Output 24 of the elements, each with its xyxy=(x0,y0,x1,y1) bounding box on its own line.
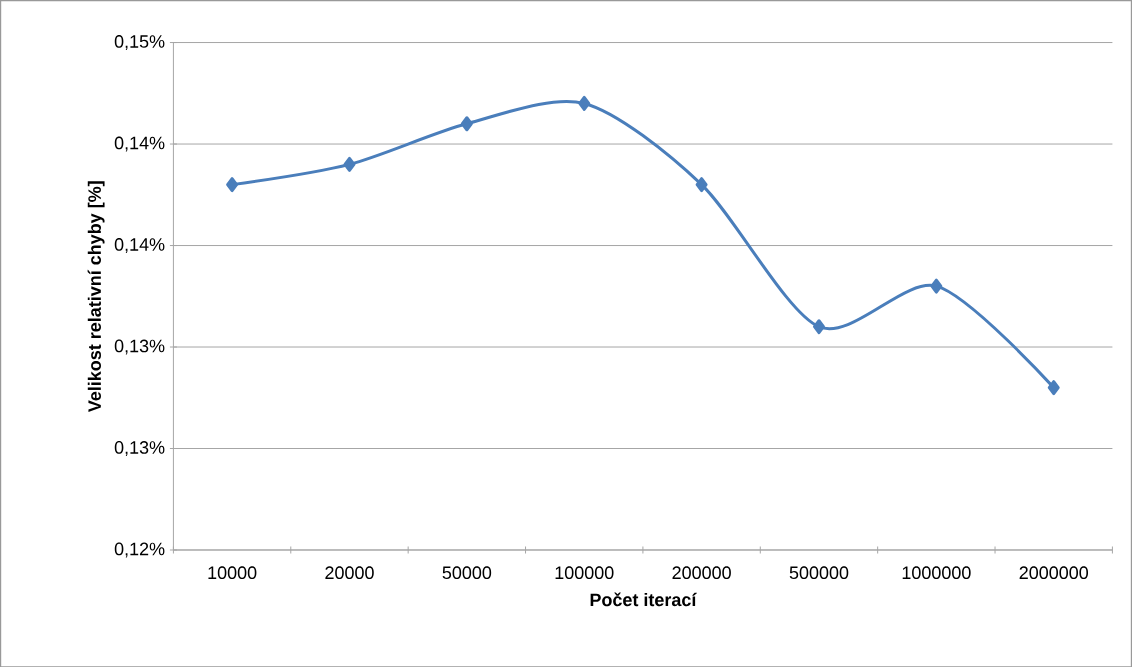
x-tick-label: 2000000 xyxy=(1019,566,1089,579)
x-tick-label: 1000000 xyxy=(902,566,971,579)
x-axis-title: Počet iterací xyxy=(590,592,697,606)
point xyxy=(1047,379,1060,395)
point xyxy=(460,116,473,131)
point xyxy=(812,318,825,334)
point xyxy=(578,95,591,111)
point xyxy=(930,278,943,294)
y-tick-label: 0,14% xyxy=(114,136,165,152)
x-tick-label: 500000 xyxy=(789,566,849,579)
y-axis-title: Velikost relativní chyby [%] xyxy=(87,181,105,412)
x-tick-label: 100000 xyxy=(555,566,614,579)
point xyxy=(343,156,356,172)
x-tick-label: 20000 xyxy=(325,566,374,579)
point xyxy=(226,176,239,192)
point xyxy=(695,176,708,192)
y-tick-label: 0,15% xyxy=(114,34,165,50)
x-tick-label: 50000 xyxy=(442,566,492,579)
y-tick-label: 0,13% xyxy=(114,339,165,355)
y-tick-label: 0,12% xyxy=(114,542,165,558)
x-tick-label: 10000 xyxy=(208,566,257,579)
y-tick-label: 0,14% xyxy=(114,237,165,253)
y-tick-label: 0,13% xyxy=(114,440,165,456)
x-tick-label: 200000 xyxy=(672,566,731,579)
